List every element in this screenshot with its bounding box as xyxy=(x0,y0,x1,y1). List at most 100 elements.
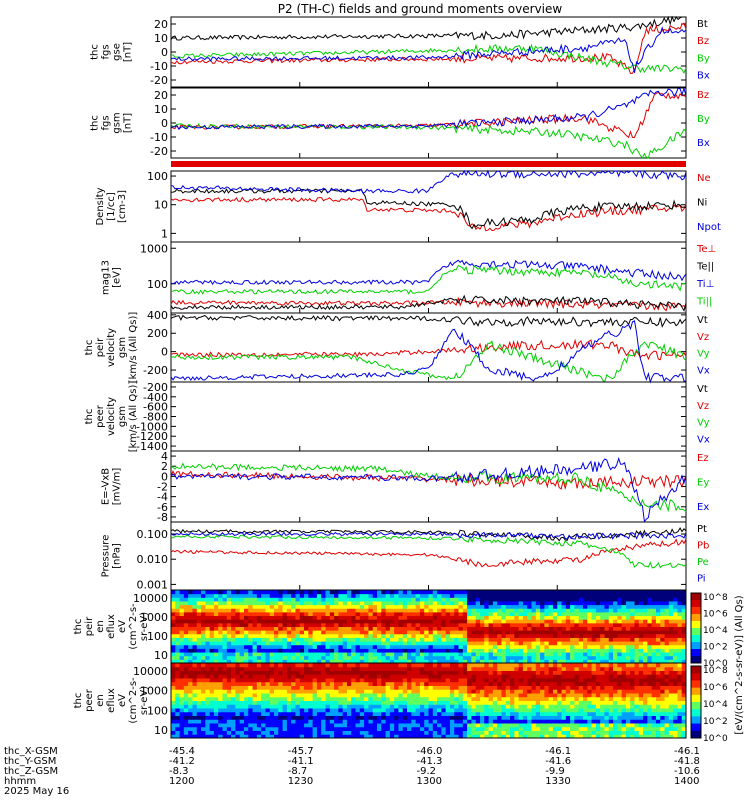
spectrogram-cell xyxy=(218,611,223,617)
spectrogram-cell xyxy=(604,655,610,660)
spectrogram-cell xyxy=(600,619,605,624)
spectrogram-cell xyxy=(475,693,481,698)
spectrogram-cell xyxy=(377,726,382,731)
spectrogram-cell xyxy=(171,633,176,638)
spectrogram-cell xyxy=(364,719,369,724)
spectrogram-cell xyxy=(660,641,666,646)
spectrogram-cell xyxy=(497,685,502,690)
spectrogram-cell xyxy=(510,719,515,724)
spectrogram-cell xyxy=(355,597,361,602)
spectrogram-cell xyxy=(286,708,292,713)
spectrogram-cell xyxy=(282,644,288,649)
spectrogram-cell xyxy=(673,633,678,638)
spectrogram-cell xyxy=(188,730,193,735)
spectrogram-cell xyxy=(329,644,335,649)
spectrogram-cell xyxy=(325,685,331,690)
spectrogram-cell xyxy=(497,708,502,713)
spectrogram-cell xyxy=(402,730,408,735)
spectrogram-cell xyxy=(424,637,429,642)
spectrogram-cell xyxy=(248,597,254,602)
spectrogram-cell xyxy=(329,641,335,646)
spectrogram-cell xyxy=(316,608,322,613)
spectrogram-cell xyxy=(527,611,532,617)
spectrogram-cell xyxy=(329,674,335,679)
spectrogram-cell xyxy=(243,723,249,728)
spectrogram-cell xyxy=(510,696,515,701)
spectrogram-cell xyxy=(488,655,494,660)
spectrogram-cell xyxy=(488,719,494,724)
spectrogram-cell xyxy=(428,619,434,624)
spectrogram-cell xyxy=(557,626,563,631)
spectrogram-cell xyxy=(454,626,460,631)
spectrogram-cell xyxy=(501,648,507,653)
spectrogram-cell xyxy=(312,619,318,624)
spectrogram-cell xyxy=(535,630,541,635)
spectrogram-cell xyxy=(256,648,262,653)
spectrogram-cell xyxy=(183,704,189,709)
spectrogram-cell xyxy=(321,663,326,668)
spectrogram-cell xyxy=(544,700,550,705)
spectrogram-cell xyxy=(304,637,309,642)
panel-peir_spec: thcpeirenefluxeV(cm^2-s-sr-eV)1000010001… xyxy=(73,589,687,664)
spectrogram-cell xyxy=(574,674,580,679)
spectrogram-cell xyxy=(325,723,331,728)
spectrogram-cell xyxy=(175,608,181,613)
spectrogram-cell xyxy=(505,608,511,613)
spectrogram-cell xyxy=(625,685,631,690)
spectrogram-cell xyxy=(634,663,640,668)
spectrogram-cell xyxy=(454,622,460,627)
spectrogram-cell xyxy=(261,689,266,694)
spectrogram-cell xyxy=(617,622,623,627)
spectrogram-cell xyxy=(377,685,382,690)
spectrogram-cell xyxy=(497,666,502,671)
spectrogram-cell xyxy=(171,666,176,671)
spectrogram-cell xyxy=(304,689,309,694)
spectrogram-cell xyxy=(351,674,357,679)
spectrogram-cell xyxy=(600,666,605,671)
spectrogram-cell xyxy=(381,678,387,683)
spectrogram-cell xyxy=(299,619,305,624)
spectrogram-cell xyxy=(342,593,348,598)
spectrogram-cell xyxy=(325,611,331,617)
spectrogram-cell xyxy=(183,626,189,631)
spectrogram-cell xyxy=(372,641,378,646)
spectrogram-cell xyxy=(578,696,584,701)
spectrogram-cell xyxy=(248,600,254,606)
legend-entry: Vy xyxy=(697,418,710,429)
spectrogram-cell xyxy=(419,619,425,624)
spectrogram-cell xyxy=(394,648,399,653)
spectrogram-cell xyxy=(209,723,215,728)
spectrogram-cell xyxy=(441,652,447,657)
spectrogram-cell xyxy=(621,597,627,602)
y-axis-label: Density[1/cc][cm-3] xyxy=(95,187,128,225)
spectrogram-cell xyxy=(634,704,640,709)
spectrogram-cell xyxy=(587,734,593,739)
y-tick-label: 4 xyxy=(161,450,168,463)
spectrogram-cell xyxy=(484,611,490,617)
spectrogram-cell xyxy=(600,644,605,649)
spectrogram-cell xyxy=(488,633,494,638)
spectrogram-cell xyxy=(527,637,532,642)
spectrogram-cell xyxy=(522,593,528,598)
spectrogram-cell xyxy=(278,593,284,598)
spectrogram-cell xyxy=(634,641,640,646)
spectrogram-cell xyxy=(518,734,524,739)
spectrogram-cell xyxy=(291,652,296,657)
spectrogram-cell xyxy=(630,685,635,690)
spectrogram-cell xyxy=(570,711,575,716)
spectrogram-cell xyxy=(484,615,490,620)
spectrogram-cell xyxy=(175,652,181,657)
spectrogram-cell xyxy=(583,696,588,701)
spectrogram-cell xyxy=(201,704,206,709)
spectrogram-cell xyxy=(647,681,653,686)
spectrogram-cell xyxy=(256,600,262,606)
y-tick-label: -20 xyxy=(150,74,168,87)
spectrogram-cell xyxy=(638,681,644,686)
spectrogram-cell xyxy=(501,666,507,671)
spectrogram-cell xyxy=(334,678,339,683)
spectrogram-cell xyxy=(458,637,464,642)
spectrogram-cell xyxy=(484,637,490,642)
spectrogram-cell xyxy=(544,730,550,735)
spectrogram-cell xyxy=(445,637,451,642)
spectrogram-cell xyxy=(613,715,618,720)
